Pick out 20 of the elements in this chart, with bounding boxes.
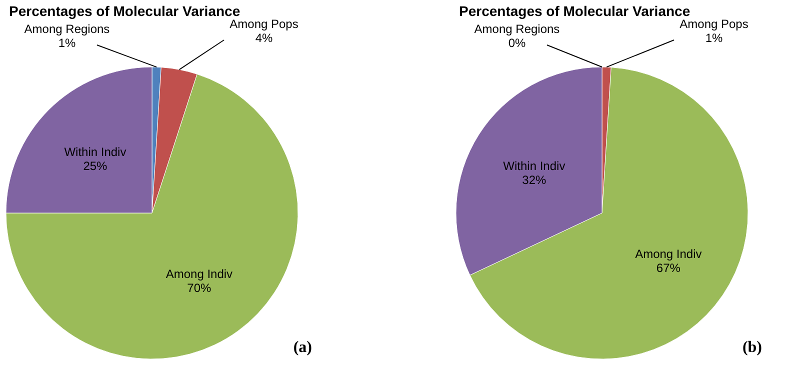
data-label: 1%	[705, 31, 723, 45]
slice-label: Among Regions	[24, 22, 110, 36]
slice-label: Among Indiv	[635, 247, 702, 262]
chart-title: Percentages of Molecular Variance	[9, 3, 240, 19]
data-label: 1%	[58, 36, 76, 50]
text: (b)	[742, 339, 762, 356]
category-label: Among Regions	[474, 22, 560, 36]
data-label: 32%	[522, 172, 547, 187]
slice-label: Among Pops	[680, 17, 748, 31]
slice-label: Among Indiv	[166, 266, 233, 281]
data-label: 70%	[187, 280, 212, 295]
text: (a)	[293, 339, 312, 356]
data-label: 67%	[656, 261, 681, 276]
data-label: 4%	[255, 31, 273, 45]
slice-label: Within Indiv	[64, 145, 126, 160]
chart-title: Percentages of Molecular Variance	[459, 3, 690, 19]
text: 0%	[508, 36, 526, 50]
data-label: 25%	[83, 159, 108, 174]
slice-label: Within Indiv	[503, 158, 566, 173]
slice-label: Among Pops	[230, 17, 298, 31]
